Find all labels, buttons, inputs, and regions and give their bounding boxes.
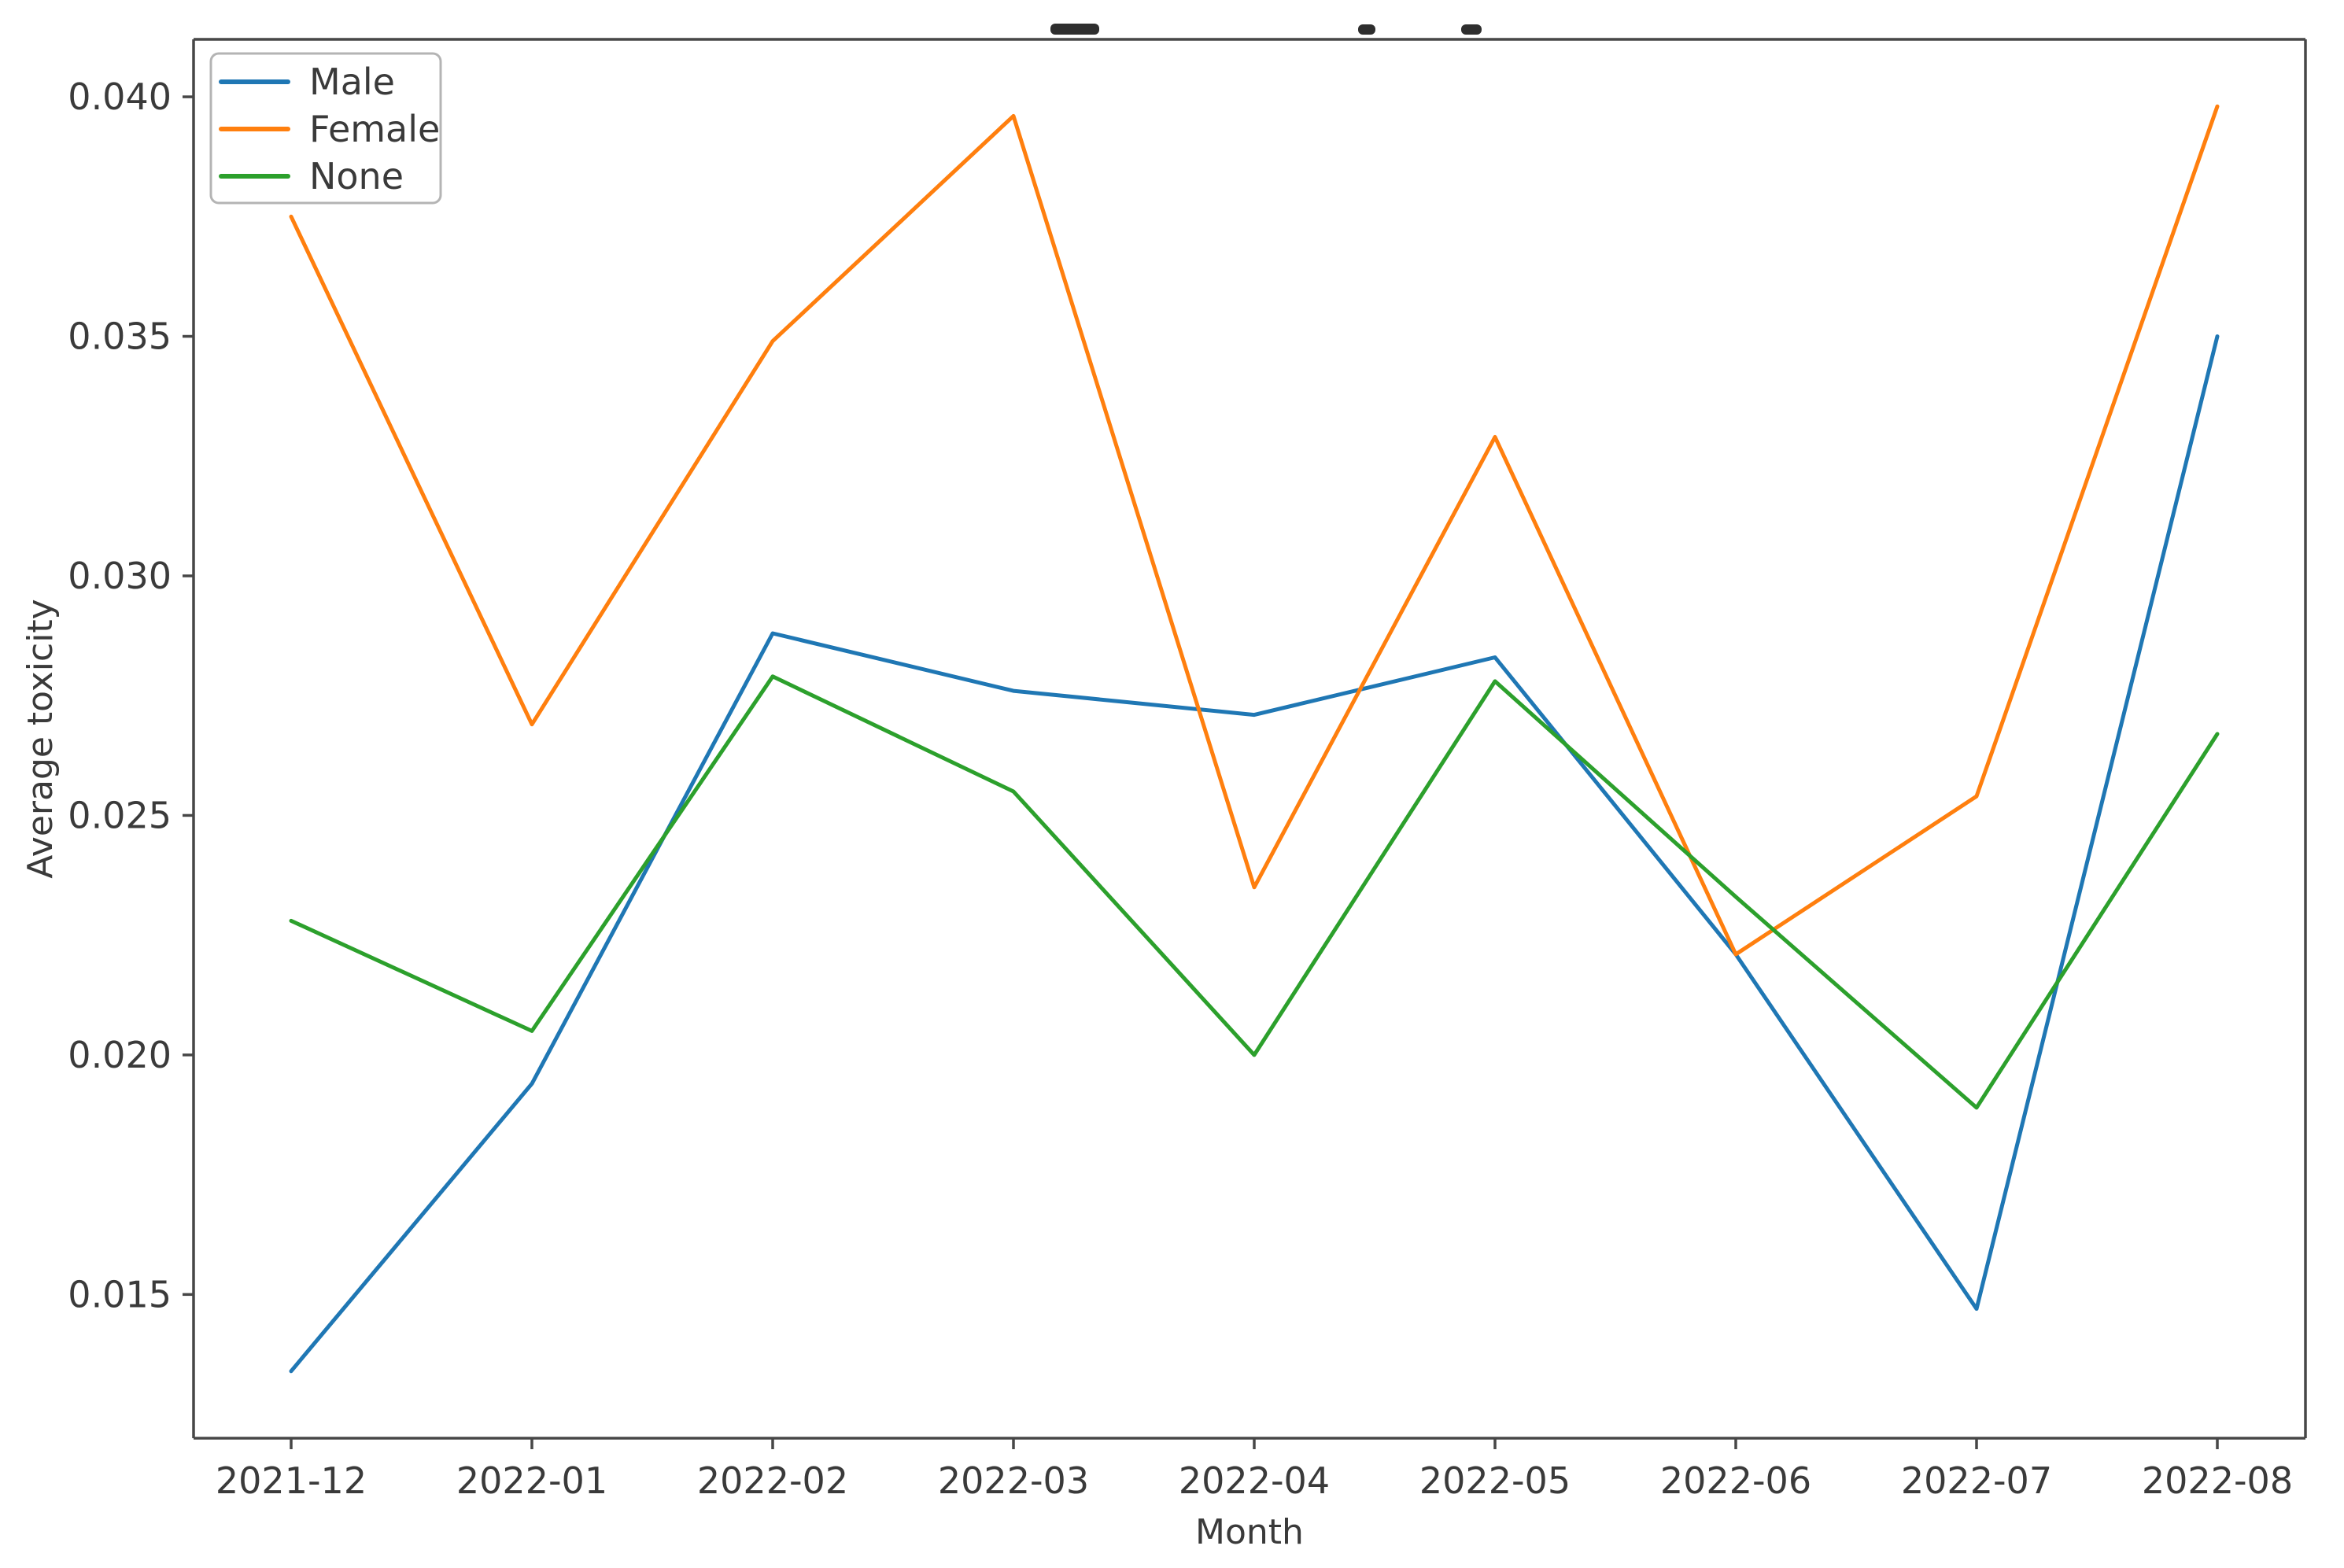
cropped-title-fragment — [1050, 24, 1482, 35]
legend-item-male: Male — [219, 61, 395, 103]
legend-label: Female — [309, 108, 440, 150]
y-axis-label: Average toxicity — [20, 599, 61, 878]
plot-spines — [192, 38, 2307, 1440]
y-axis: 0.015 0.020 0.025 0.030 0.035 0.040 — [68, 76, 194, 1315]
y-tick-label: 0.040 — [68, 76, 172, 118]
legend-box — [209, 52, 442, 205]
legend-label: Male — [309, 61, 395, 103]
y-tick-label: 0.035 — [68, 315, 172, 358]
y-tick-label: 0.020 — [68, 1034, 172, 1076]
x-axis-label: Month — [1195, 1512, 1304, 1552]
series-line-male — [289, 334, 2220, 1374]
x-tick-label: 2022-01 — [456, 1459, 607, 1502]
x-tick-label: 2022-08 — [2142, 1459, 2293, 1502]
x-axis: 2021-12 2022-01 2022-02 2022-03 2022-04 2022-… — [216, 1438, 2293, 1502]
series-line-female — [289, 104, 2220, 957]
series-lines — [289, 104, 2220, 1374]
series-line-none — [289, 674, 2220, 1110]
y-tick-label: 0.025 — [68, 794, 172, 836]
legend-item-none: None — [219, 155, 404, 197]
x-tick-label: 2022-04 — [1179, 1459, 1330, 1502]
x-tick-label: 2022-05 — [1419, 1459, 1571, 1502]
y-tick-label: 0.030 — [68, 555, 172, 597]
x-tick-label: 2022-07 — [1901, 1459, 2052, 1502]
x-tick-label: 2022-02 — [697, 1459, 848, 1502]
legend: Male Female None — [209, 52, 442, 205]
legend-item-female: Female — [219, 108, 440, 150]
y-tick-label: 0.015 — [68, 1273, 172, 1315]
x-tick-label: 2022-06 — [1660, 1459, 1811, 1502]
x-tick-label: 2021-12 — [216, 1459, 367, 1502]
legend-label: None — [309, 155, 404, 197]
x-tick-label: 2022-03 — [938, 1459, 1089, 1502]
